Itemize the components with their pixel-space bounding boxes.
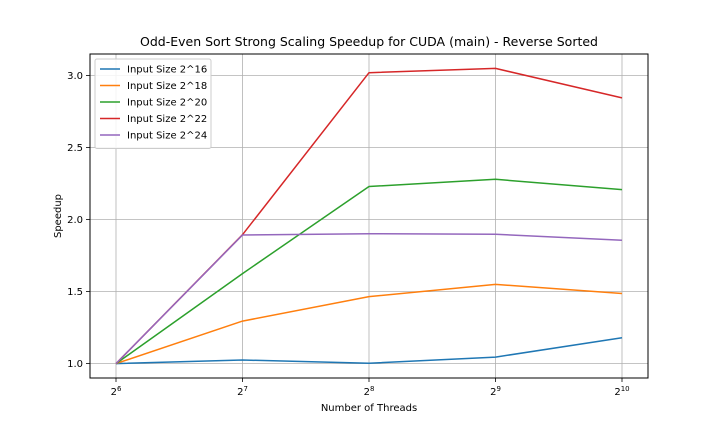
y-tick-label: 2.0: [67, 215, 83, 226]
legend-label: Input Size 2^22: [127, 114, 207, 125]
legend-label: Input Size 2^24: [127, 131, 207, 142]
series-line: [115, 336, 623, 365]
legend: Input Size 2^16 Input Size 2^18 Input Size…: [94, 58, 212, 149]
legend-label: Input Size 2^18: [127, 81, 207, 92]
x-tick-label: 27: [237, 385, 248, 398]
series-line: [115, 232, 623, 365]
x-axis-label: Number of Threads: [321, 403, 417, 414]
y-tick-label: 1.0: [67, 359, 83, 370]
y-tick-label: 2.5: [67, 143, 83, 154]
x-tick-label: 29: [490, 385, 501, 398]
legend-label: Input Size 2^16: [127, 65, 207, 76]
legend-box: [94, 58, 212, 149]
x-tick-label: 26: [111, 385, 122, 398]
x-axis-ticks: 26 27 28 29 210: [111, 378, 630, 398]
y-tick-label: 1.5: [67, 287, 83, 298]
y-tick-label: 3.0: [67, 71, 83, 82]
x-tick-label: 28: [364, 385, 375, 398]
x-tick-label: 210: [614, 385, 629, 398]
series-line: [115, 178, 623, 365]
series-line: [115, 283, 623, 365]
y-axis-ticks: 1.0 1.5 2.0 2.5 3.0: [67, 71, 90, 370]
chart-title: Odd-Even Sort Strong Scaling Speedup for…: [140, 34, 598, 49]
series-layer: [115, 67, 623, 365]
legend-label: Input Size 2^20: [127, 98, 207, 109]
y-axis-label: Speedup: [53, 194, 64, 238]
